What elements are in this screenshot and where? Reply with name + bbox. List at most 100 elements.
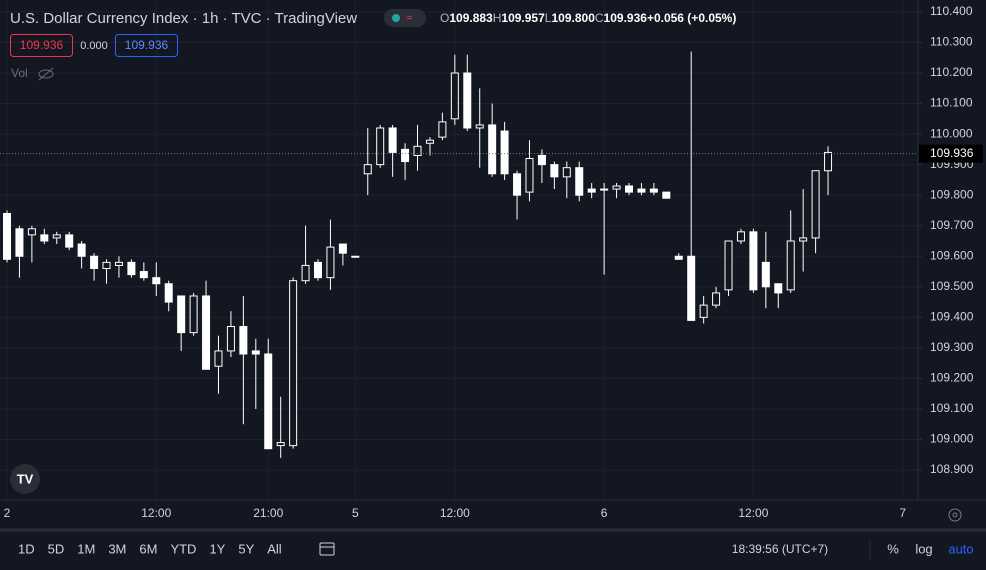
y-tick-label: 108.900 [930, 462, 974, 476]
y-tick-label: 110.400 [930, 4, 973, 18]
y-tick-label: 110.000 [930, 126, 973, 140]
candle-body [774, 283, 783, 294]
range-button[interactable]: 5Y [238, 541, 254, 556]
candle-body [712, 292, 721, 306]
y-tick-label: 109.800 [930, 187, 974, 201]
range-button[interactable]: All [267, 541, 282, 556]
candle-body [724, 240, 733, 291]
candle-body [189, 295, 198, 334]
candle-body [463, 72, 472, 129]
legend-value: 109.800 [551, 11, 595, 25]
candle-body [413, 145, 422, 156]
candle-body [214, 350, 223, 367]
log-toggle[interactable]: log [915, 541, 932, 556]
auto-toggle[interactable]: auto [948, 541, 973, 556]
y-tick-label: 110.200 [930, 65, 973, 79]
candle-body [761, 261, 770, 288]
date-range-icon[interactable] [319, 542, 335, 556]
candle-body [27, 228, 36, 236]
candle-body [425, 139, 434, 144]
candle-body [351, 255, 360, 258]
candle-body [388, 127, 397, 153]
candle-body [799, 237, 808, 242]
logo[interactable] [10, 464, 40, 494]
x-tick-label: 7 [899, 506, 906, 520]
ask: 109.936 [125, 38, 169, 52]
legend-key: O [440, 11, 449, 25]
candle-body [77, 243, 86, 257]
range-button[interactable]: 1M [77, 541, 95, 556]
logo-mark: TV [17, 471, 34, 486]
grid [0, 0, 918, 500]
bid: 109.936 [20, 38, 64, 52]
candle-body [674, 255, 683, 260]
candle-body [251, 350, 260, 355]
x-tick-label: 2 [4, 506, 11, 520]
status-pill[interactable] [384, 9, 426, 27]
x-tick-label: 12:00 [440, 506, 470, 520]
y-tick-label: 109.100 [930, 401, 974, 415]
candle-body [239, 326, 248, 355]
candle-body [612, 185, 621, 190]
legend-key: H [493, 11, 502, 25]
candle-body [687, 255, 696, 321]
candle-body [139, 271, 148, 279]
candle-body [699, 304, 708, 318]
candle-body [127, 261, 136, 276]
percent-toggle[interactable]: % [887, 541, 899, 556]
range-button[interactable]: 1D [18, 541, 35, 556]
candle-body [376, 127, 385, 166]
bid-box[interactable] [10, 34, 73, 57]
legend-value: +0.056 (+0.05%) [647, 11, 736, 25]
y-tick-label: 109.200 [930, 371, 974, 385]
last-price-tag [919, 144, 983, 163]
candle-body [338, 243, 347, 254]
range-button[interactable]: 5D [48, 541, 65, 556]
range-button[interactable]: YTD [170, 541, 196, 556]
candle-body [450, 72, 459, 120]
legend-key: C [595, 11, 604, 25]
ohlc-legend: O109.883H109.957L109.800C109.936+0.056 (… [440, 11, 736, 25]
candle-body [314, 261, 322, 279]
y-tick-label: 109.600 [930, 248, 974, 262]
x-tick-label: 6 [601, 506, 608, 520]
candle-body [15, 228, 24, 257]
toolbar: 1D 5D 1M 3M 6M YTD 1Y 5Y All [18, 541, 282, 556]
candle-body [649, 188, 658, 193]
ask-box[interactable] [115, 34, 178, 57]
candle-body [749, 231, 758, 291]
range-button[interactable]: 1Y [209, 541, 225, 556]
candle-body [562, 167, 571, 178]
candle-body [3, 213, 11, 260]
candle-body [326, 246, 335, 279]
candle-body [40, 234, 49, 242]
y-tick-label: 109.400 [930, 310, 974, 324]
candle-body [226, 326, 235, 352]
candle-body [811, 170, 820, 239]
y-tick-label: 110.100 [930, 96, 973, 110]
candle-body [177, 295, 186, 334]
hide-icon[interactable] [38, 67, 54, 81]
x-tick-label: 12:00 [141, 506, 171, 520]
candle-body [114, 261, 123, 266]
candle-body [736, 231, 745, 242]
candle-body [575, 167, 584, 196]
settings-icon[interactable] [948, 508, 962, 522]
candle-body [102, 261, 111, 269]
candle-body [550, 164, 559, 178]
legend-key: L [545, 11, 552, 25]
data-icon: ≈ [406, 12, 412, 24]
candle-body [363, 164, 372, 175]
candle-body [289, 280, 298, 447]
candle-body [513, 173, 522, 196]
spread: 0.000 [80, 40, 108, 52]
candle-body [438, 121, 447, 138]
candle-body [52, 234, 61, 239]
range-button[interactable]: 6M [139, 541, 157, 556]
x-tick-label: 21:00 [253, 506, 283, 520]
range-button[interactable]: 3M [108, 541, 126, 556]
candle-body [475, 124, 484, 129]
x-tick-label: 12:00 [738, 506, 768, 520]
